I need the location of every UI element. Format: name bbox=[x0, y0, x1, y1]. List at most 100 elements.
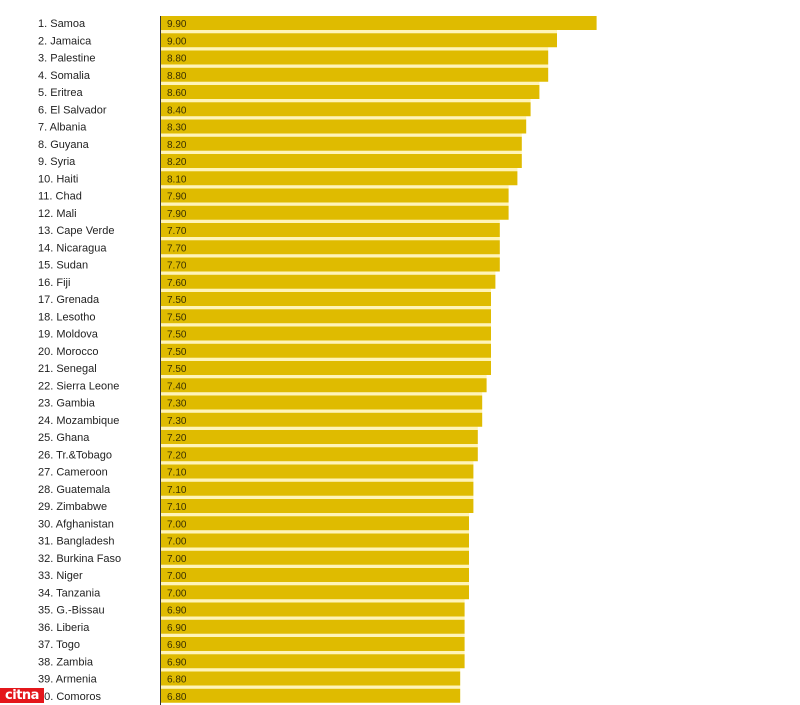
bar-gap bbox=[161, 478, 474, 482]
bar-gap bbox=[161, 306, 491, 310]
bar-gap bbox=[161, 375, 487, 379]
category-label: 32. Burkina Faso bbox=[38, 553, 121, 565]
bar-gap bbox=[161, 685, 461, 689]
category-label: 7. Albania bbox=[38, 122, 87, 134]
bar bbox=[161, 309, 491, 324]
value-label: 7.00 bbox=[167, 588, 187, 599]
bar bbox=[161, 671, 461, 686]
bar-gap bbox=[161, 185, 509, 189]
value-label: 7.00 bbox=[167, 537, 187, 548]
bar bbox=[161, 154, 522, 168]
bar-gap bbox=[161, 116, 527, 120]
bar-gap bbox=[161, 495, 474, 499]
bar-gap bbox=[161, 444, 478, 448]
value-label: 6.90 bbox=[167, 623, 187, 634]
bar-gap bbox=[161, 547, 469, 551]
bar-gap bbox=[161, 150, 522, 154]
bar bbox=[161, 637, 465, 651]
category-label: 2. Jamaica bbox=[38, 35, 92, 47]
category-label: 34. Tanzania bbox=[38, 587, 101, 599]
value-label: 7.50 bbox=[167, 330, 187, 341]
value-label: 7.50 bbox=[167, 295, 187, 306]
value-label: 6.90 bbox=[167, 640, 187, 651]
value-label: 7.20 bbox=[167, 433, 187, 444]
value-label: 7.30 bbox=[167, 416, 187, 427]
value-label: 7.00 bbox=[167, 571, 187, 582]
bar-gap bbox=[161, 616, 465, 620]
bar-gap bbox=[161, 271, 496, 275]
bar-gap bbox=[161, 582, 469, 586]
bar bbox=[161, 240, 500, 255]
bar-gap bbox=[161, 668, 461, 672]
bar bbox=[161, 33, 557, 48]
category-label: 3. Palestine bbox=[38, 53, 95, 65]
category-label: 29. Zimbabwe bbox=[38, 501, 107, 513]
bar bbox=[161, 550, 469, 565]
bar bbox=[161, 274, 496, 289]
category-label: 10. Haiti bbox=[38, 173, 78, 185]
value-label: 8.80 bbox=[167, 71, 187, 82]
value-label: 7.50 bbox=[167, 312, 187, 323]
value-label: 7.00 bbox=[167, 554, 187, 565]
category-label: 6. El Salvador bbox=[38, 104, 107, 116]
value-label: 7.20 bbox=[167, 450, 187, 461]
category-label: 30. Afghanistan bbox=[38, 518, 114, 530]
category-label: 8. Guyana bbox=[38, 139, 90, 151]
category-label: 38. Zambia bbox=[38, 656, 94, 668]
category-label: 28. Guatemala bbox=[38, 484, 111, 496]
value-label: 7.10 bbox=[167, 502, 187, 513]
value-label: 9.00 bbox=[167, 36, 187, 47]
bar bbox=[161, 343, 491, 358]
value-label: 7.00 bbox=[167, 519, 187, 530]
bar bbox=[161, 585, 469, 600]
bar-gap bbox=[161, 168, 518, 172]
bar-gap bbox=[161, 357, 491, 361]
category-label: 21. Senegal bbox=[38, 363, 97, 375]
bar-gap bbox=[161, 64, 549, 68]
category-label: 13. Cape Verde bbox=[38, 225, 114, 237]
bar-gap bbox=[161, 288, 491, 292]
bar bbox=[161, 516, 469, 531]
bar bbox=[161, 568, 469, 582]
category-label: 35. G.-Bissau bbox=[38, 605, 105, 617]
bar bbox=[161, 533, 469, 548]
value-label: 8.20 bbox=[167, 157, 187, 168]
category-label: 9. Syria bbox=[38, 156, 76, 168]
bar-gap bbox=[161, 30, 557, 34]
value-label: 7.10 bbox=[167, 485, 187, 496]
category-label: 11. Chad bbox=[38, 191, 82, 203]
category-label: 39. Armenia bbox=[38, 674, 98, 686]
bar bbox=[161, 136, 522, 151]
category-label: 18. Lesotho bbox=[38, 311, 96, 323]
bar-gap bbox=[161, 237, 500, 241]
bar bbox=[161, 85, 540, 99]
category-label: 27. Cameroon bbox=[38, 467, 108, 479]
category-label: 1. Samoa bbox=[38, 18, 86, 30]
category-label: 40. Comoros bbox=[38, 691, 101, 703]
category-label: 15. Sudan bbox=[38, 260, 88, 272]
bar bbox=[161, 50, 549, 65]
bar bbox=[161, 395, 483, 410]
bar-gap bbox=[161, 202, 509, 206]
bar-gap bbox=[161, 392, 483, 396]
bar bbox=[161, 257, 500, 272]
category-label: 31. Bangladesh bbox=[38, 536, 114, 548]
bar bbox=[161, 16, 597, 30]
value-label: 7.70 bbox=[167, 243, 187, 254]
bar bbox=[161, 412, 483, 427]
bar bbox=[161, 119, 527, 134]
value-label: 6.80 bbox=[167, 675, 187, 686]
value-label: 6.90 bbox=[167, 606, 187, 617]
value-label: 8.60 bbox=[167, 88, 187, 99]
bar-gap bbox=[161, 340, 491, 344]
value-label: 7.10 bbox=[167, 468, 187, 479]
bar bbox=[161, 326, 491, 341]
category-label: 4. Somalia bbox=[38, 70, 91, 82]
bar bbox=[161, 67, 549, 82]
value-label: 7.90 bbox=[167, 209, 187, 220]
bar bbox=[161, 447, 478, 462]
value-label: 9.90 bbox=[167, 19, 187, 30]
bar bbox=[161, 464, 474, 479]
bar bbox=[161, 223, 500, 237]
